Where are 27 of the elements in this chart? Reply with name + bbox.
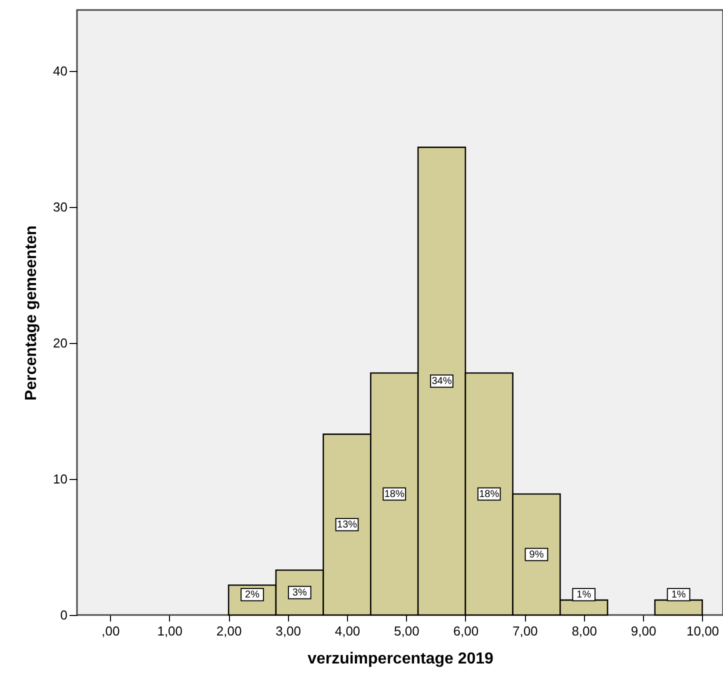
data-label: 18% [479, 489, 500, 500]
data-label: 13% [337, 520, 358, 531]
x-tick-label: 10,00 [686, 624, 720, 638]
x-tick-label: 7,00 [512, 624, 538, 638]
x-tick-label: 3,00 [276, 624, 301, 638]
y-tick-label: 30 [53, 200, 68, 215]
y-tick-label: 10 [53, 472, 68, 487]
x-tick-label: 2,00 [216, 624, 242, 638]
data-label: 2% [245, 590, 260, 601]
y-tick-label: 20 [53, 336, 68, 351]
data-label: 1% [671, 590, 686, 601]
data-label: 1% [576, 590, 592, 601]
x-tick-label: ,00 [102, 624, 120, 638]
data-label: 34% [432, 376, 452, 388]
x-tick-label: 8,00 [572, 624, 598, 638]
y-tick-label: 0 [60, 608, 68, 622]
x-axis-title: verzuimpercentage 2019 [308, 650, 494, 668]
x-tick-label: 1,00 [157, 624, 183, 638]
x-tick-label: 5,00 [394, 624, 420, 638]
x-tick-label: 4,00 [334, 624, 360, 638]
data-label: 9% [529, 550, 544, 560]
y-axis-title: Percentage gemeenten [23, 225, 40, 401]
x-tick-label: 9,00 [630, 624, 656, 638]
x-tick-label: 6,00 [453, 624, 479, 638]
data-label: 3% [292, 588, 307, 599]
data-label: 18% [384, 489, 404, 500]
y-tick-label: 40 [53, 64, 68, 79]
